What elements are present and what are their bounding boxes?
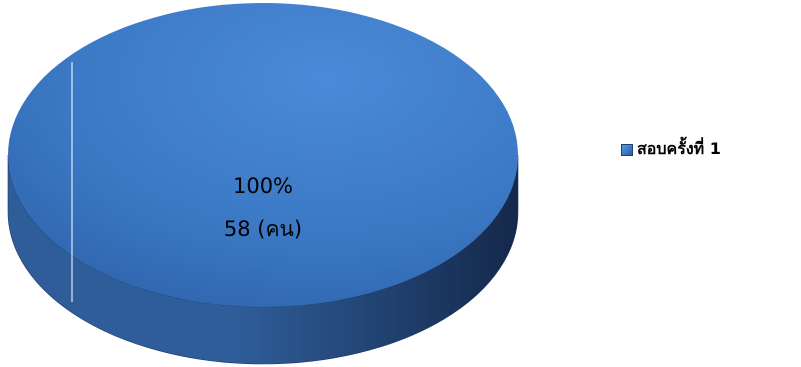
legend-label: สอบครั้งที่ 1 xyxy=(637,139,721,158)
pie-slice-0 xyxy=(8,3,518,307)
data-label-percent: 100% xyxy=(233,174,293,198)
data-label-value: 58 (คน) xyxy=(224,217,302,241)
legend: สอบครั้งที่ 1 xyxy=(621,137,721,162)
legend-swatch xyxy=(621,143,633,156)
